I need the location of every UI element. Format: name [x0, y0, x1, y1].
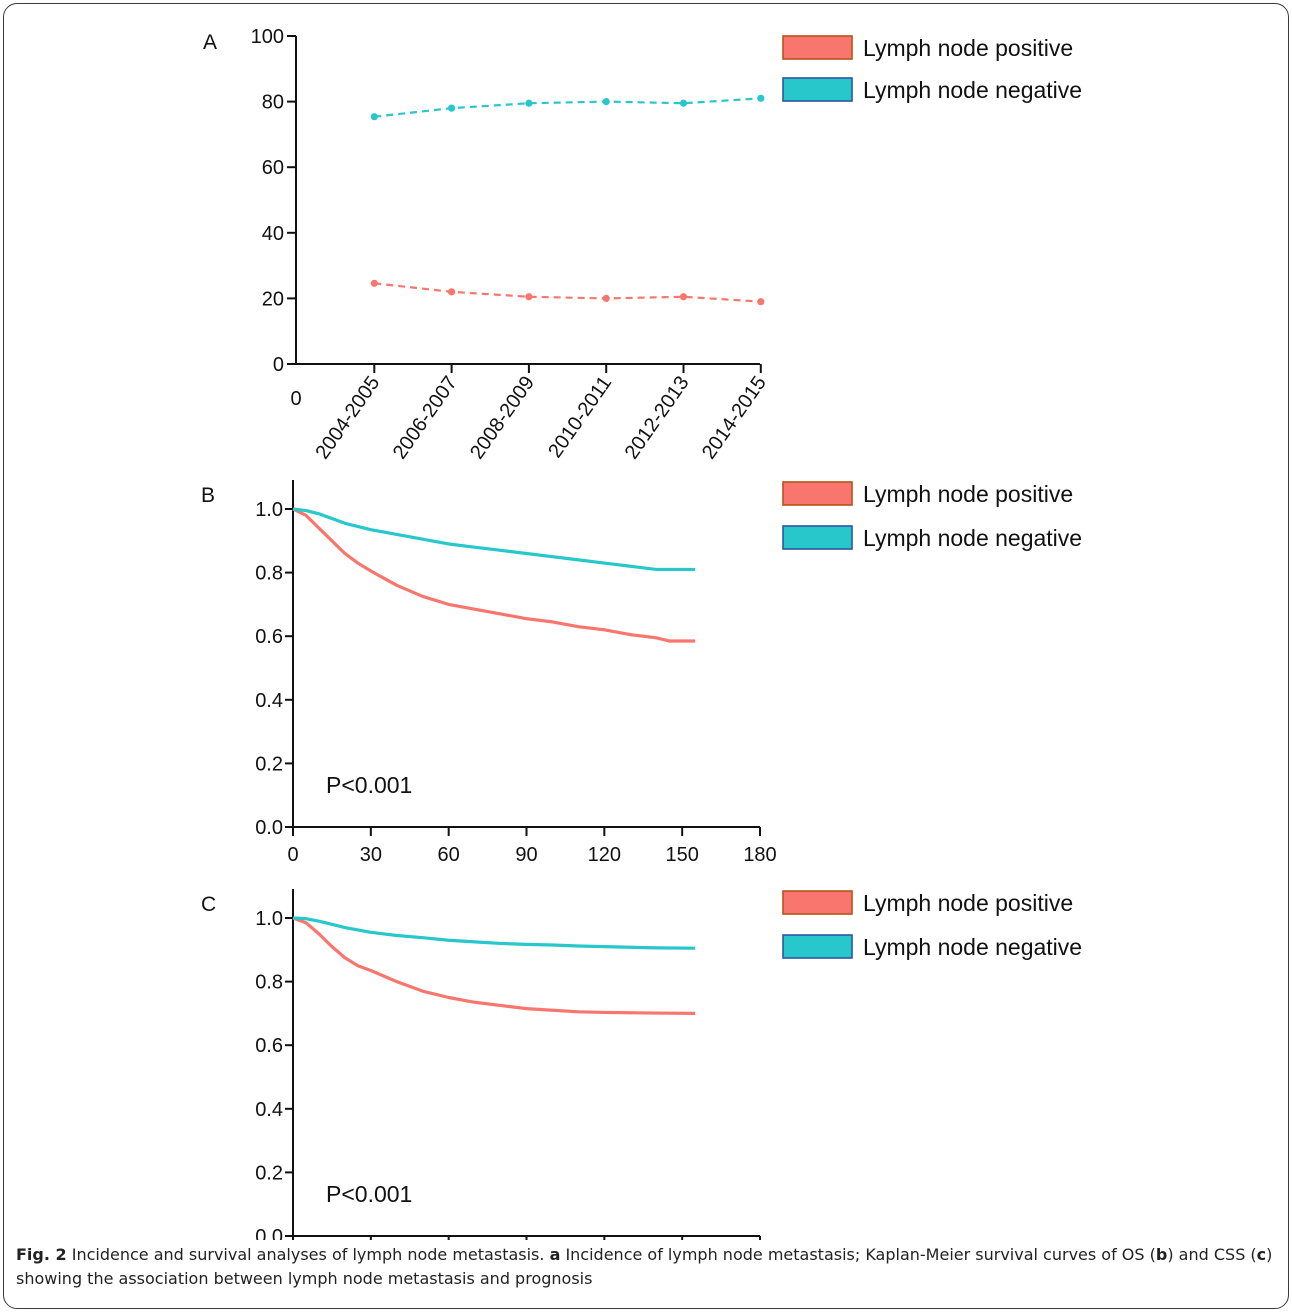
- panel-c-y-tick-label: 0.8: [255, 972, 283, 994]
- figure-frame: [3, 3, 1289, 1309]
- caption-text-4: ) showing the association between lymph …: [16, 1245, 1273, 1288]
- panel-b-x-tick-label: 90: [515, 844, 537, 866]
- caption-ref-b: b: [1155, 1245, 1168, 1264]
- panel-a-y-tick-label: 0: [273, 354, 284, 376]
- legend-swatch-c-1: [782, 934, 853, 959]
- legend-swatch-c-0: [782, 890, 853, 915]
- panel-b-x-tick-label: 30: [360, 844, 382, 866]
- panel-c-y-tick-label: 0.4: [255, 1099, 283, 1121]
- panel-b-y-tick-label: 0.2: [255, 753, 283, 775]
- legend-label-c-0: Lymph node positive: [863, 890, 1073, 916]
- panel-a-y-tick-label: 20: [262, 288, 284, 310]
- panel-a-y-tick-label: 40: [262, 223, 284, 245]
- legend-swatch-a-1: [782, 77, 853, 102]
- panel-b-x-tick-label: 60: [438, 844, 460, 866]
- panel-b-x-tick-label: 180: [743, 844, 776, 866]
- panel-b-y-tick-label: 0.8: [255, 563, 283, 585]
- panel-b-y-tick-label: 0.4: [255, 690, 283, 712]
- panel-c-y-tick-label: 1.0: [255, 908, 283, 930]
- panel-c-y-tick-label: 0.2: [255, 1162, 283, 1184]
- panel-a-point-0: [602, 294, 610, 302]
- caption-text-2: Incidence of lymph node metastasis; Kapl…: [560, 1245, 1156, 1264]
- panel-c-letter: C: [201, 893, 216, 916]
- panel-a-x-tick-label: 2014-2015: [698, 372, 771, 463]
- panel-a-x-tick-label: 2006-2007: [389, 372, 462, 463]
- panel-a-point-1: [448, 104, 456, 112]
- legend-label-a-0: Lymph node positive: [863, 35, 1073, 61]
- panel-b-curve-1: [292, 507, 696, 572]
- panel-b-y-tick-label: 0.6: [255, 626, 283, 648]
- panel-a-point-1: [370, 113, 378, 121]
- panel-a-y-tick-label: 100: [251, 26, 284, 48]
- panel-b-x-tick-label: 0: [287, 844, 298, 866]
- panel-a-point-0: [370, 279, 378, 287]
- legend-swatch-b-1: [782, 525, 853, 550]
- legend-label-b-0: Lymph node positive: [863, 481, 1073, 507]
- figure-canvas: A 0 20 40 60 80 100 0 2004-2005 2006-2007 2008-200…: [201, 26, 1082, 1240]
- panel-b-letter: B: [201, 484, 215, 507]
- panel-a-point-1: [757, 94, 765, 102]
- panel-b-x-tick-label: 120: [588, 844, 621, 866]
- panel-a-point-1: [679, 99, 688, 107]
- panel-a-point-0: [448, 288, 456, 296]
- panel-a-letter: A: [203, 31, 217, 54]
- panel-b-x-tick-label: 150: [665, 844, 698, 866]
- panel-a-point-0: [679, 293, 688, 301]
- caption-ref-a: a: [549, 1245, 561, 1264]
- figure-caption: Fig. 2 Incidence and survival analyses o…: [16, 1243, 1278, 1291]
- panel-a-x-tick-label: 2012-2013: [621, 372, 694, 463]
- panel-a-point-0: [757, 298, 765, 306]
- panel-c-p-value: P<0.001: [326, 1181, 412, 1207]
- panel-a-point-0: [525, 293, 533, 301]
- panel-a-series-line-1: [374, 97, 761, 118]
- panel-a-series-line-0: [374, 282, 761, 303]
- panel-a-x-tick-label: 2004-2005: [312, 372, 385, 463]
- legend-swatch-b-0: [782, 481, 853, 506]
- panel-b-curve-0: [292, 507, 696, 643]
- legend-label-a-1: Lymph node negative: [863, 77, 1082, 103]
- panel-b-y-tick-label: 1.0: [255, 499, 283, 521]
- caption-text-1: Incidence and survival analyses of lymph…: [66, 1245, 550, 1264]
- panel-a-y-tick-label: 60: [262, 157, 284, 179]
- panel-a-x-tick-label: 2010-2011: [544, 372, 616, 462]
- panel-a-point-1: [525, 99, 533, 107]
- panel-c-curve-0: [292, 916, 696, 1015]
- legend-label-c-1: Lymph node negative: [863, 934, 1082, 960]
- caption-label: Fig. 2: [16, 1245, 67, 1264]
- panel-b-p-value: P<0.001: [326, 772, 412, 798]
- panel-a-x-origin-label: 0: [290, 388, 301, 410]
- panel-a-x-tick-label: 2008-2009: [466, 372, 539, 463]
- legend-label-b-1: Lymph node negative: [863, 525, 1082, 551]
- caption-ref-c: c: [1256, 1245, 1267, 1264]
- panel-c-y-tick-label: 0.0: [255, 1226, 283, 1240]
- panel-a-y-tick-label: 80: [262, 92, 284, 114]
- legend-swatch-a-0: [782, 35, 853, 60]
- panel-c-curve-1: [292, 916, 696, 950]
- panel-a-point-1: [602, 98, 610, 106]
- panel-c-y-tick-label: 0.6: [255, 1035, 283, 1057]
- caption-text-3: ) and CSS (: [1167, 1245, 1257, 1264]
- panel-b-y-tick-label: 0.0: [255, 817, 283, 839]
